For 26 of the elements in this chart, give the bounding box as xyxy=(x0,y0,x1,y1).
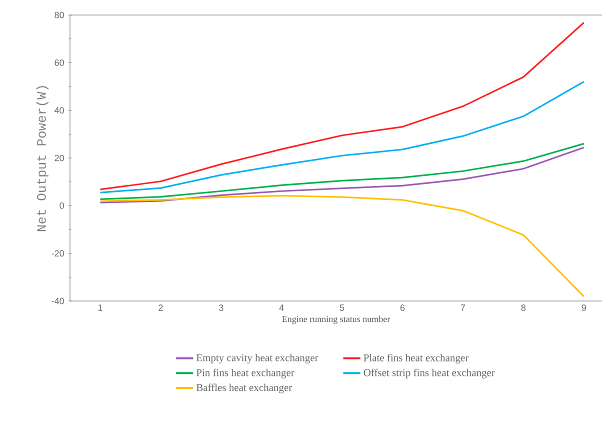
line-series xyxy=(99,22,585,190)
x-axis-title: Engine running status number xyxy=(282,316,390,324)
x-tick-label: 8 xyxy=(521,304,526,311)
x-tick-label: 5 xyxy=(340,304,344,311)
legend-label: Empty cavity heat exchanger xyxy=(196,354,318,364)
x-tick-label: 1 xyxy=(98,304,102,311)
x-tick-label: 9 xyxy=(582,304,586,311)
legend-label: Pin fins heat exchanger xyxy=(196,368,294,378)
y-axis-title: Net Output Power(W) xyxy=(36,86,48,232)
x-tick-label: 7 xyxy=(460,304,465,311)
y-tick-label: -20 xyxy=(52,250,64,257)
legend-label: Baffles heat exchanger xyxy=(196,384,292,394)
line-series xyxy=(99,80,585,194)
y-tick-label: 0 xyxy=(60,202,64,209)
legend-label: Offset strip fins heat exchanger xyxy=(364,368,495,378)
line-series xyxy=(99,194,585,298)
legend-label: Plate fins heat exchanger xyxy=(364,354,469,364)
x-tick-label: 6 xyxy=(400,304,405,311)
x-tick-label: 2 xyxy=(158,304,163,311)
y-tick-label: 80 xyxy=(54,12,64,18)
x-tick-label: 4 xyxy=(279,304,284,311)
y-tick-label: 20 xyxy=(54,154,64,162)
y-tick-label: -40 xyxy=(52,298,64,304)
y-tick-label: 60 xyxy=(54,59,64,66)
x-tick-label: 3 xyxy=(218,304,224,311)
y-tick-label: 40 xyxy=(54,107,64,114)
